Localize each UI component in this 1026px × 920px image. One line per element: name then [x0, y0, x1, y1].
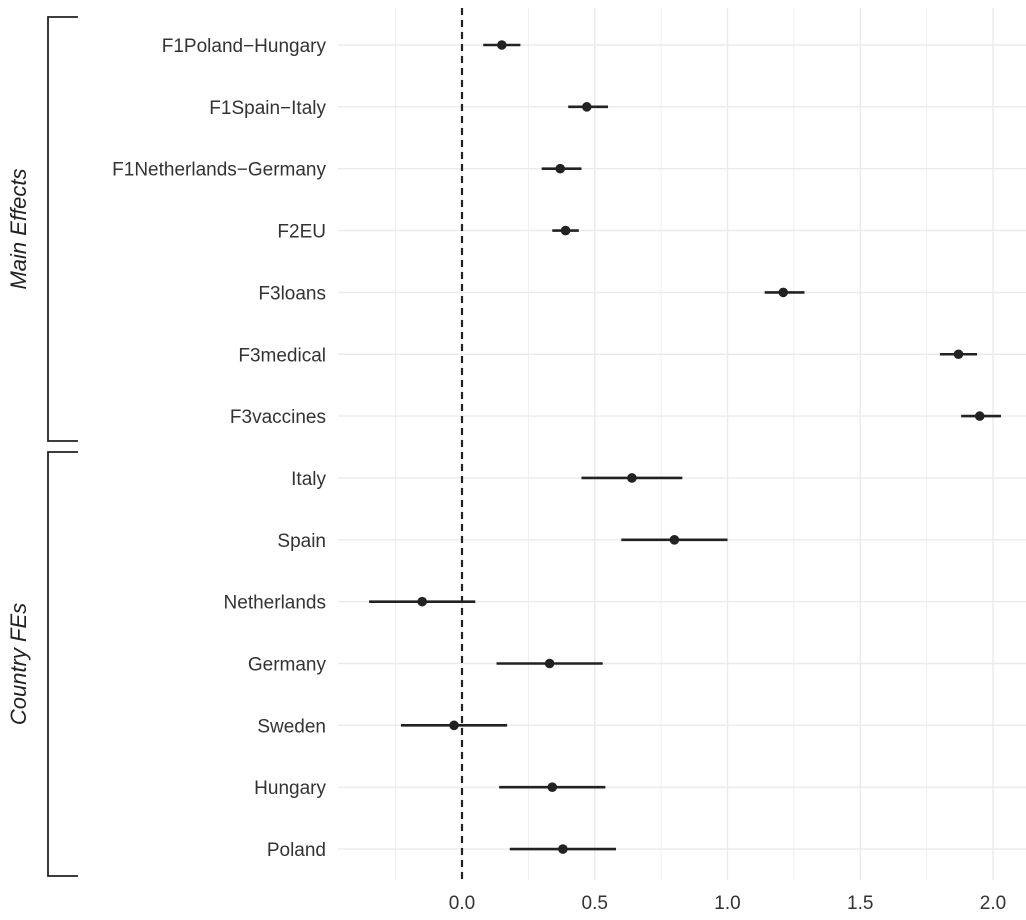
point-estimate — [547, 782, 558, 792]
y-tick-label: Poland — [267, 840, 326, 861]
x-tick-label: 0.5 — [582, 893, 608, 914]
point-estimate — [558, 844, 568, 854]
point-estimate — [497, 40, 507, 50]
y-tick-label: F1Spain−Italy — [209, 98, 326, 119]
x-axis-labels: 0.0 0.5 1.0 1.5 2.0 — [449, 893, 1006, 914]
y-tick-label: Germany — [248, 655, 327, 676]
y-tick-label: Hungary — [254, 778, 326, 799]
x-tick-label: 2.0 — [980, 893, 1006, 914]
group-bracket — [47, 451, 78, 877]
point-estimate — [669, 535, 680, 545]
point-estimate — [581, 102, 592, 112]
y-axis-labels: F1Poland−Hungary F1Spain−Italy F1Netherlan… — [112, 36, 326, 861]
point-estimate — [417, 596, 427, 607]
marks — [369, 40, 1001, 854]
x-tick-label: 1.0 — [714, 893, 740, 914]
y-tick-label: F3loans — [258, 283, 326, 304]
point-estimate — [449, 720, 459, 731]
y-tick-label: Netherlands — [224, 593, 326, 614]
x-tick-label: 1.5 — [847, 893, 873, 914]
y-tick-label: Sweden — [257, 716, 326, 737]
group-brackets: Main Effects Country FEs — [6, 16, 78, 877]
group-label: Country FEs — [6, 603, 31, 725]
y-tick-label: F1Netherlands−Germany — [112, 160, 326, 181]
point-estimate — [544, 658, 555, 669]
point-estimate — [953, 349, 964, 360]
y-tick-label: F3medical — [238, 345, 326, 366]
point-estimate — [627, 473, 637, 483]
point-estimate — [555, 163, 566, 174]
group-bracket — [47, 16, 78, 442]
y-tick-label: F1Poland−Hungary — [162, 36, 327, 57]
y-tick-label: Spain — [277, 531, 326, 552]
point-estimate — [560, 225, 571, 236]
group-label: Main Effects — [6, 168, 31, 289]
y-tick-label: F2EU — [277, 222, 326, 243]
y-tick-label: F3vaccines — [230, 407, 326, 428]
grid — [338, 8, 1026, 880]
y-tick-label: Italy — [291, 469, 326, 490]
point-estimate — [778, 287, 789, 298]
point-estimate — [974, 411, 985, 421]
x-tick-label: 0.0 — [449, 893, 475, 914]
